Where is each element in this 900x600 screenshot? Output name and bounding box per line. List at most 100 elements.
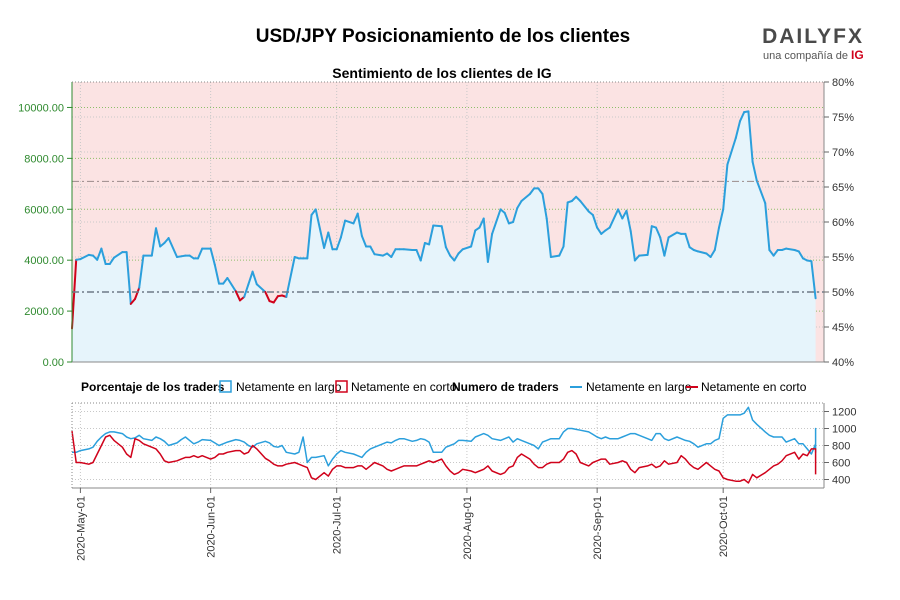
sentiment-segment <box>596 226 603 235</box>
left-tick-label: 0.00 <box>43 357 64 369</box>
sentiment-segment <box>255 283 267 293</box>
bottom-grid <box>72 403 824 488</box>
sentiment-segment <box>663 236 670 257</box>
sentiment-segment <box>785 247 796 251</box>
bottom-tick-label: 600 <box>832 458 850 470</box>
sentiment-segment <box>549 254 561 258</box>
sentiment-segment <box>272 295 279 304</box>
trader-count-lines <box>71 406 817 484</box>
sentiment-segment <box>764 202 771 251</box>
sentiment-segment <box>528 187 536 195</box>
sentiment-segment <box>323 231 330 249</box>
sentiment-segment <box>516 200 523 209</box>
sentiment-segment <box>667 231 678 239</box>
sentiment-segment <box>739 111 746 123</box>
sentiment-segment <box>461 245 473 251</box>
left-axis-ticks: 0.00 2000.00 4000.00 6000.00 8000.00 10000.00 <box>18 102 72 369</box>
sentiment-segment <box>335 236 342 251</box>
bottom-tick-label: 1000 <box>832 424 856 436</box>
sentiment-segment <box>562 201 569 248</box>
sentiment-segment <box>344 219 355 225</box>
sentiment-segment <box>314 208 326 249</box>
sentiment-segment <box>655 226 662 239</box>
sentiment-segment <box>167 237 178 258</box>
legend-pct-short: Netamente en corto <box>351 380 457 394</box>
sentiment-segment <box>197 247 204 260</box>
left-tick-label: 8000.00 <box>24 153 64 165</box>
sentiment-segment <box>108 256 115 265</box>
sentiment-segment <box>402 248 414 251</box>
legend-pct-long: Netamente en largo <box>236 380 342 394</box>
brand-subtitle: una compañía de <box>763 50 848 62</box>
sentiment-segment <box>243 283 250 298</box>
brand-name: DAILYFX <box>762 25 864 48</box>
sentiment-segment <box>625 209 632 233</box>
sentiment-segment <box>537 187 544 195</box>
sentiment-segment <box>541 193 548 220</box>
sentiment-segment <box>339 219 347 239</box>
sentiment-segment <box>713 226 720 251</box>
sentiment-segment <box>503 211 510 225</box>
sentiment-segment <box>722 163 729 211</box>
legend-num-short: Netamente en corto <box>701 380 807 394</box>
date-tick-label: 2020-Sep-01 <box>592 496 604 560</box>
sentiment-segment <box>646 225 653 256</box>
sentiment-segment <box>638 253 649 257</box>
date-axis-ticks: 2020-May-01 2020-Jun-01 2020-Jul-01 2020-Au… <box>75 488 730 561</box>
sentiment-segment <box>138 254 145 289</box>
sentiment-segment <box>797 250 804 260</box>
trader-count-short-line <box>71 431 817 484</box>
bottom-tick-label: 400 <box>832 475 850 487</box>
chart-subtitle: Sentimiento de los clientes de IG <box>332 65 551 81</box>
sentiment-segment <box>629 230 636 262</box>
sentiment-segment <box>697 250 708 255</box>
sentiment-segment <box>470 229 477 248</box>
right-tick-label: 45% <box>832 322 854 334</box>
bottom-tick-label: 800 <box>832 441 850 453</box>
sentiment-segment <box>579 200 590 213</box>
legend-num-long: Netamente en largo <box>586 380 692 394</box>
right-tick-label: 60% <box>832 217 854 229</box>
date-tick-label: 2020-Oct-01 <box>718 496 730 557</box>
sentiment-segment <box>755 179 767 205</box>
sentiment-segment <box>520 193 531 202</box>
sentiment-segment <box>150 227 157 257</box>
sentiment-segment <box>486 232 494 263</box>
sentiment-segment <box>491 208 502 235</box>
chart-title: USD/JPY Posicionamiento de los clientes <box>256 26 631 47</box>
sentiment-segment <box>482 217 489 263</box>
sentiment-segment <box>726 137 737 166</box>
sentiment-segment <box>453 252 460 262</box>
sentiment-segment <box>428 224 435 246</box>
right-tick-label: 55% <box>832 252 854 264</box>
sentiment-segment <box>772 249 779 257</box>
sentiment-segment <box>125 251 132 305</box>
sentiment-segment <box>209 247 216 266</box>
sentiment-segment <box>432 224 443 228</box>
sentiment-segment <box>591 214 599 229</box>
sentiment-segment <box>113 251 124 259</box>
legend-short-swatch <box>335 380 348 393</box>
sentiment-segment <box>633 254 641 262</box>
sentiment-segment <box>718 208 725 229</box>
date-tick-label: 2020-Aug-01 <box>462 496 474 560</box>
sentiment-segment <box>327 231 334 251</box>
reference-lines <box>72 180 824 293</box>
right-tick-label: 75% <box>832 112 854 124</box>
sentiment-segment <box>285 256 296 298</box>
sentiment-segment <box>390 248 397 258</box>
sentiment-segment <box>415 249 422 262</box>
sentiment-segment <box>747 110 754 163</box>
legend-pct-title: Porcentaje de los traders <box>81 380 225 394</box>
right-tick-label: 70% <box>832 147 854 159</box>
sentiment-segment <box>71 258 78 330</box>
bottom-tick-label: 1200 <box>832 407 856 419</box>
sentiment-segment <box>251 270 258 286</box>
sentiment-segment <box>222 277 229 285</box>
sentiment-segment <box>608 208 620 229</box>
sentiment-segment <box>96 247 103 261</box>
sentiment-segment <box>213 263 220 285</box>
sentiment-segment <box>734 120 741 139</box>
right-axis-ticks: 40% 45% 50% 55% 60% 65% 70% 75% 80% <box>824 77 854 369</box>
sentiment-segment <box>617 208 624 220</box>
